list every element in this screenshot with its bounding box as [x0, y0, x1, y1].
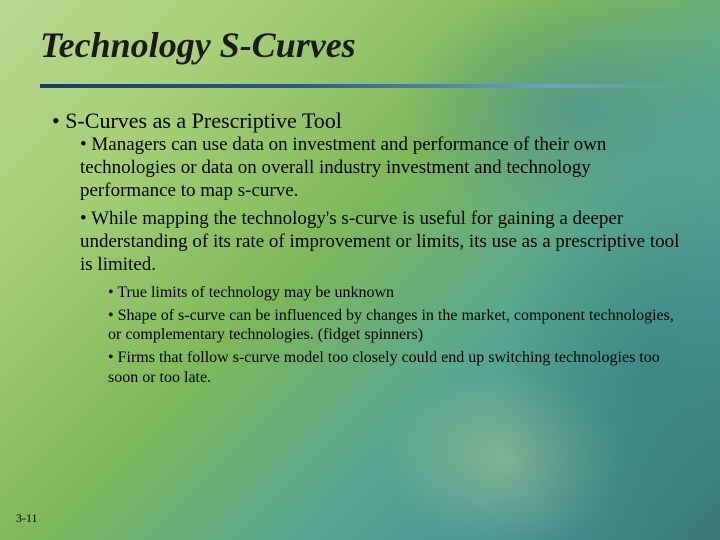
bullet-lvl3: True limits of technology may be unknown — [108, 283, 680, 302]
slide-container: Technology S-Curves S-Curves as a Prescr… — [0, 0, 720, 540]
bullet-lvl1-text: S-Curves as a Prescriptive Tool — [65, 108, 342, 133]
bullet-lvl1: S-Curves as a Prescriptive Tool Managers… — [52, 108, 680, 387]
slide-number: 3-11 — [16, 511, 38, 526]
slide-title: Technology S-Curves — [40, 24, 680, 66]
bullet-lvl2: Managers can use data on investment and … — [80, 134, 680, 202]
bullet-lvl2: While mapping the technology's s-curve i… — [80, 208, 680, 386]
bullet-lvl3-text: Firms that follow s-curve model too clos… — [108, 349, 660, 385]
title-divider — [40, 84, 680, 88]
bullet-lvl2-text: Managers can use data on investment and … — [80, 134, 606, 201]
bullet-lvl3-text: True limits of technology may be unknown — [117, 284, 394, 301]
bullet-lvl3: Firms that follow s-curve model too clos… — [108, 348, 680, 386]
bullet-lvl3-text: Shape of s-curve can be influenced by ch… — [108, 307, 674, 343]
bullet-lvl2-text: While mapping the technology's s-curve i… — [80, 208, 679, 275]
bullet-lvl3: Shape of s-curve can be influenced by ch… — [108, 306, 680, 344]
slide-content: S-Curves as a Prescriptive Tool Managers… — [40, 108, 680, 387]
